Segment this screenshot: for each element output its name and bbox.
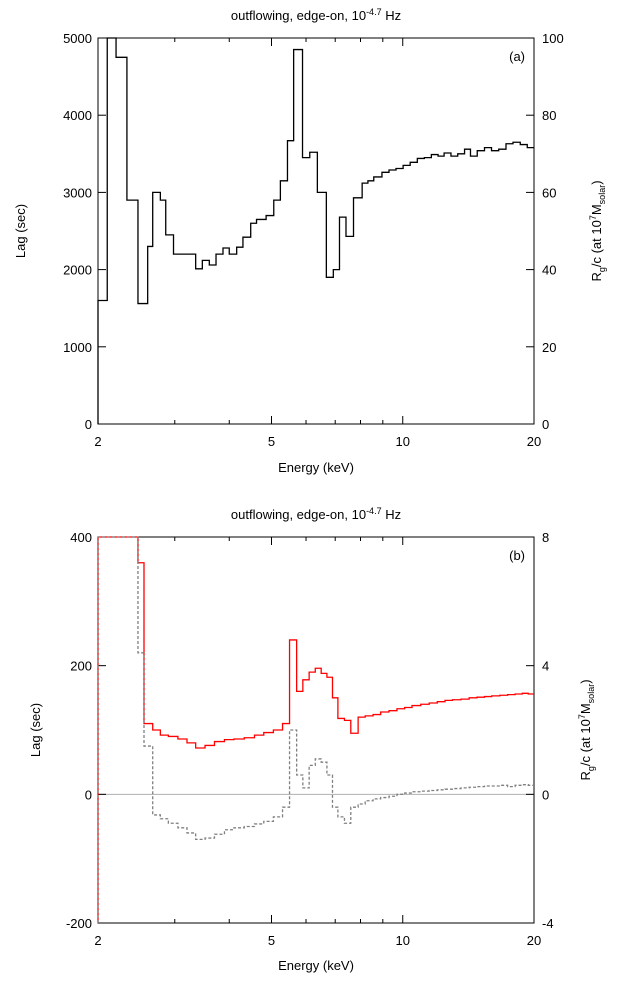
panel-b-series-0-line: [97, 536, 534, 923]
panel-b-x-tick-label: 20: [527, 933, 541, 948]
panel-a-y2-tick-label: 20: [542, 340, 556, 355]
panel-a-x-tick-label: 5: [268, 434, 275, 449]
panel-b-y2-tick-label: 4: [542, 659, 549, 674]
panel-a-y2-tick-label: 40: [542, 263, 556, 278]
panel-a-plot-frame: [97, 37, 535, 425]
panel-a-y2-tick-label: 80: [542, 108, 556, 123]
panel-b-x-tick-label: 10: [396, 933, 410, 948]
panel-a-xlabel: Energy (keV): [278, 460, 354, 475]
panel-b-xlabel: Energy (keV): [278, 958, 354, 973]
panel-b-y-tick-label: 200: [70, 659, 92, 674]
panel-a-y2-tick-label: 0: [542, 417, 549, 432]
panel-b-series: [97, 536, 534, 923]
panel-b-ylabel: Lag (sec): [28, 703, 43, 757]
panel-b-y-tick-label: -200: [66, 916, 92, 931]
panel-b-title: outflowing, edge-on, 10-4.7 Hz: [231, 506, 401, 522]
panel-a-label: (a): [509, 49, 525, 64]
panel-a-ylabel: Lag (sec): [13, 204, 28, 258]
panel-a: outflowing, edge-on, 10-4.7 Hz 2 5 10 20010…: [13, 7, 607, 475]
panel-a-y2-tick-label: 60: [542, 185, 556, 200]
panel-a-y-tick-label: 5000: [63, 31, 92, 46]
panel-b-y2label: Rg/c (at 107Msolar): [577, 679, 596, 780]
panel-b-y-tick-label: 400: [70, 530, 92, 545]
panel-a-title: outflowing, edge-on, 10-4.7 Hz: [231, 7, 401, 23]
panel-b-plot-frame: [97, 536, 535, 924]
panel-b-y2-tick-label: 8: [542, 530, 549, 545]
panel-b-x-tick-label: 5: [268, 933, 275, 948]
panel-a-y2-tick-label: 100: [542, 31, 564, 46]
panel-a-y-tick-label: 2000: [63, 263, 92, 278]
panel-b-y2-tick-label: 0: [542, 787, 549, 802]
panel-b-axes: 2 5 10 20 -200 0 200 400 -4 0 4 8: [66, 530, 554, 948]
panel-a-y-tick-label: 1000: [63, 340, 92, 355]
panel-b-x-tick-label: 2: [94, 933, 101, 948]
panel-a-x-tick-label: 2: [94, 434, 101, 449]
panel-b-series-1-line: [97, 536, 534, 923]
panel-b: outflowing, edge-on, 10-4.7 Hz 2 5 10 20 -20…: [28, 506, 596, 973]
panel-a-y-tick-label: 4000: [63, 108, 92, 123]
panel-b-y-tick-label: 0: [85, 787, 92, 802]
panel-a-y2label: Rg/c (at 107Msolar): [588, 180, 607, 281]
panel-a-x-tick-label: 10: [396, 434, 410, 449]
panel-b-y2-tick-label: -4: [542, 916, 554, 931]
panel-a-x-tick-label: 20: [527, 434, 541, 449]
panel-a-series-0-line: [97, 37, 534, 424]
panel-b-label: (b): [509, 548, 525, 563]
panel-a-y-tick-label: 3000: [63, 185, 92, 200]
panel-a-y-tick-label: 0: [85, 417, 92, 432]
panel-a-series: [97, 37, 534, 424]
